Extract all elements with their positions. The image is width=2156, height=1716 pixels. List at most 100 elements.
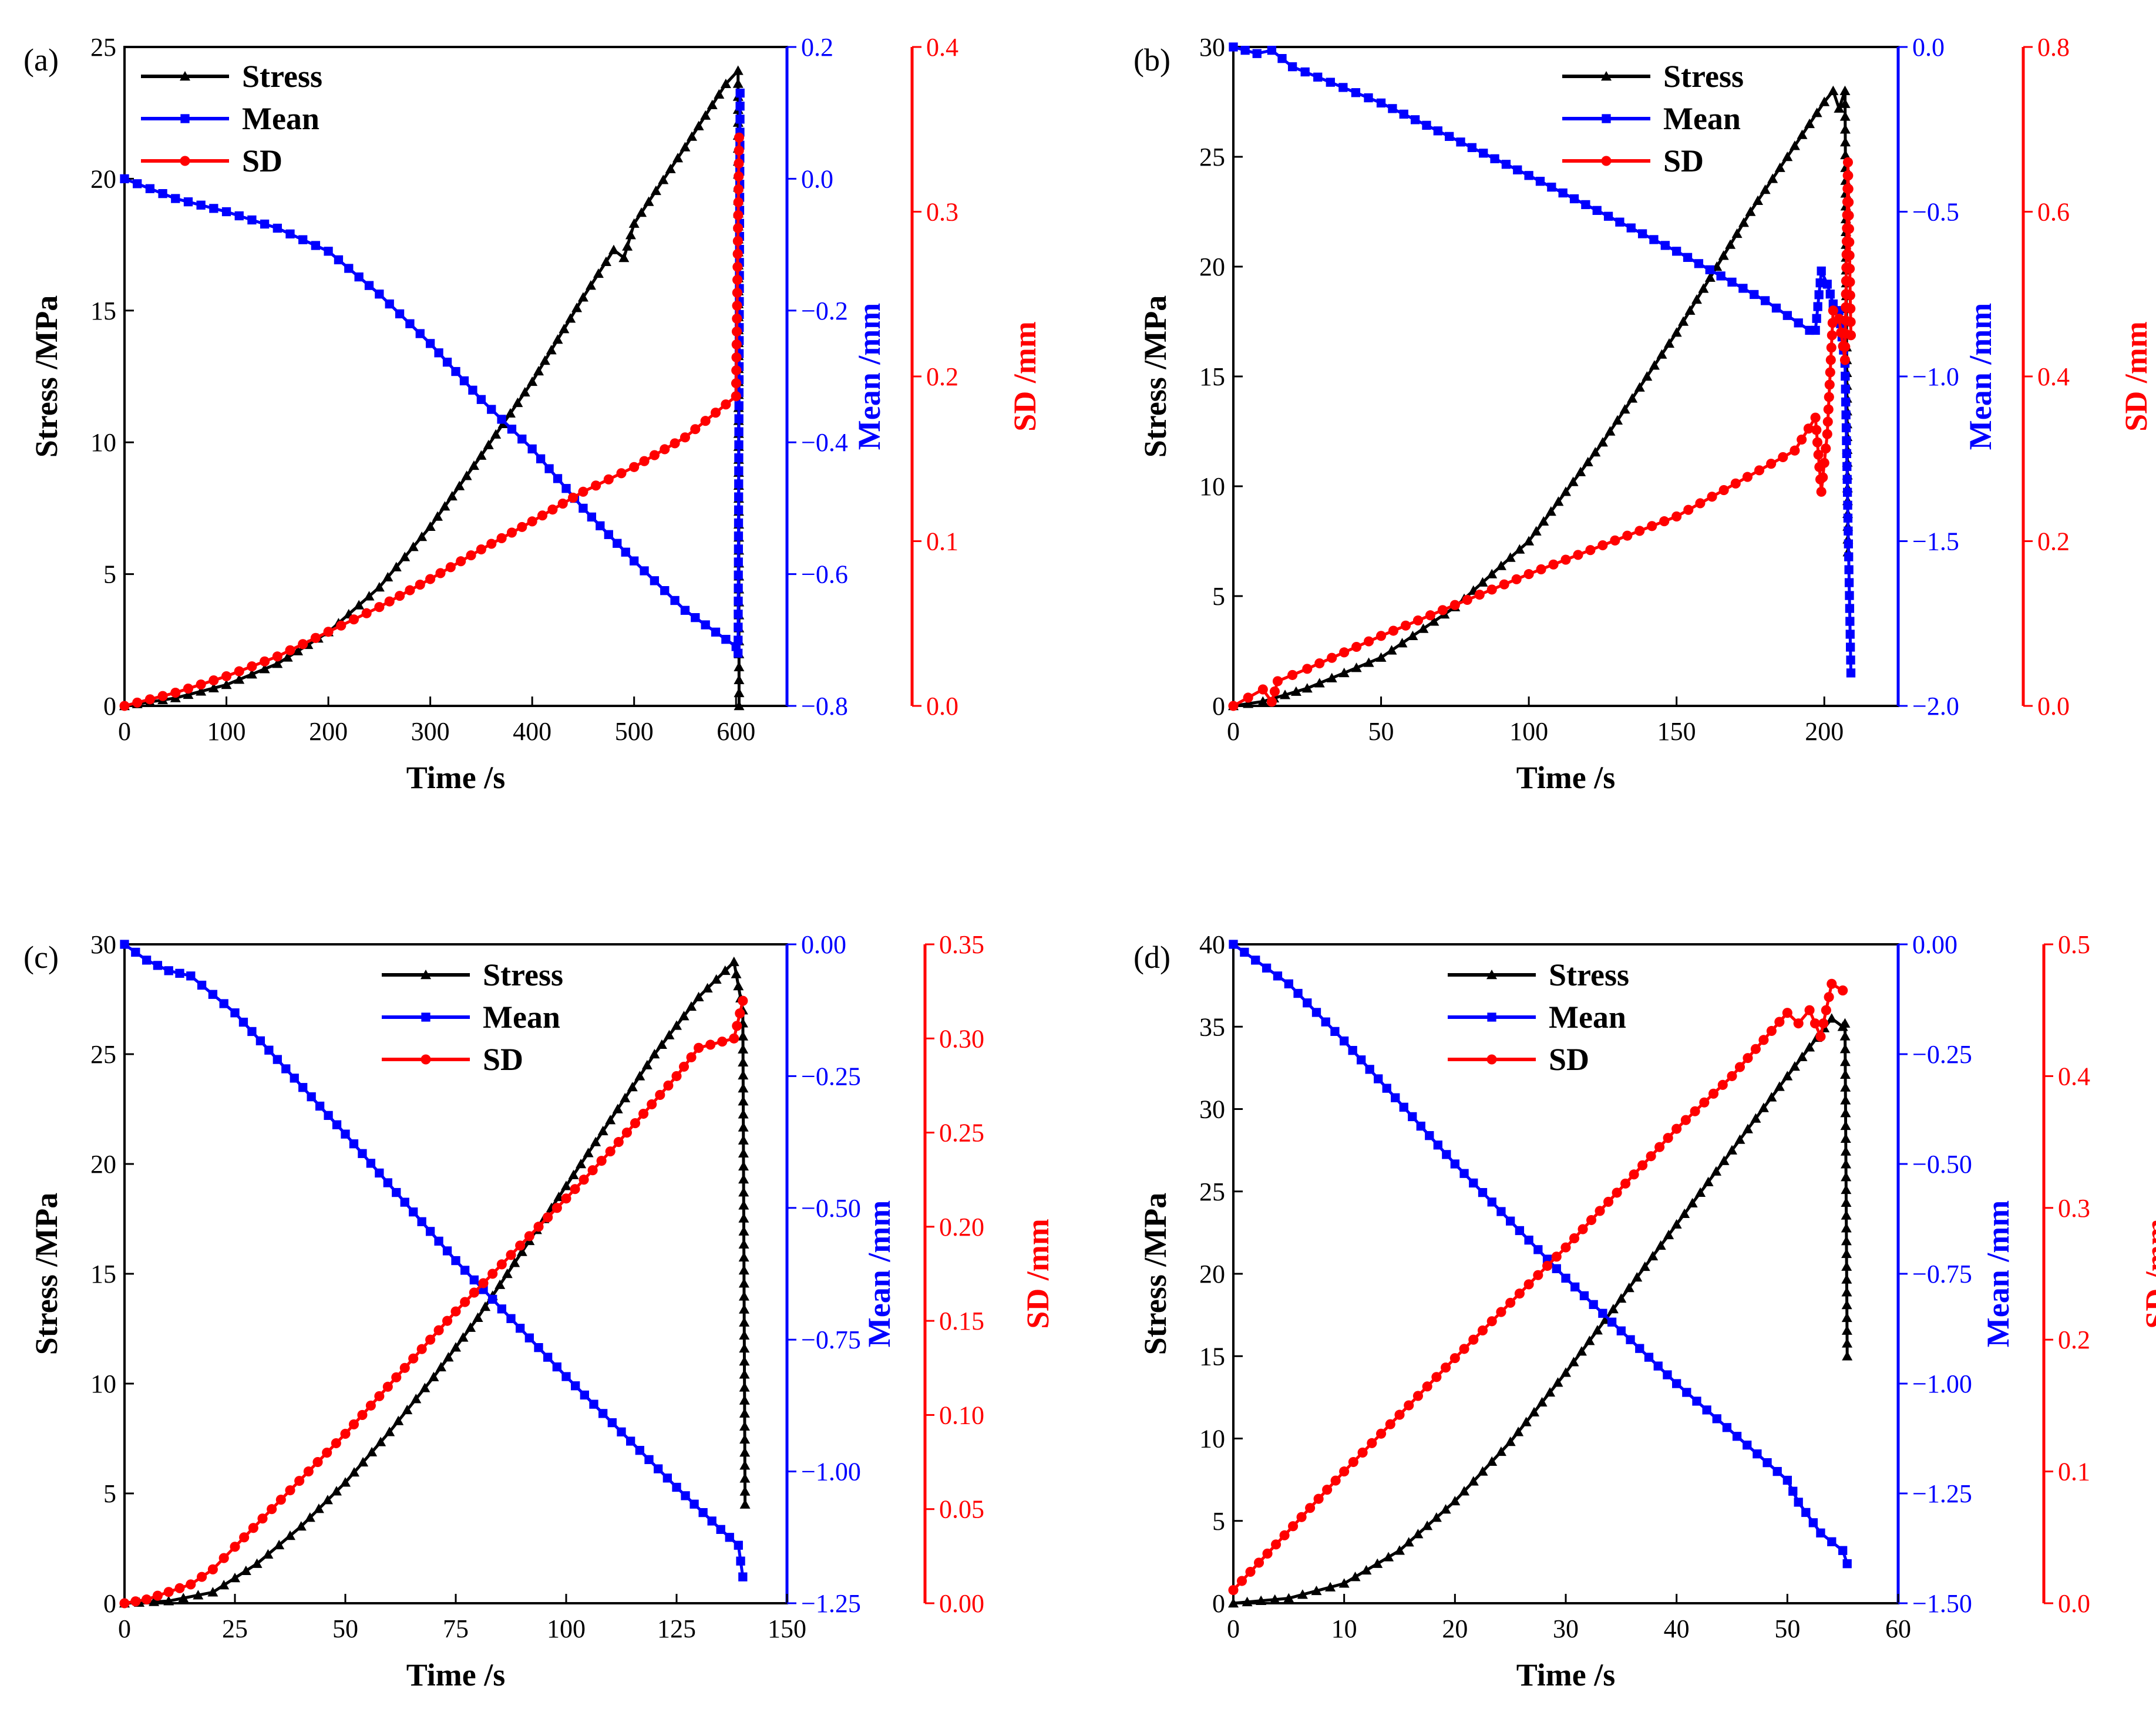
sd-point [331, 1438, 341, 1449]
mean-point [596, 521, 605, 530]
legend-sd-marker [421, 1054, 431, 1065]
sd-point [285, 1485, 295, 1496]
x-tick-label: 500 [615, 717, 654, 746]
stress-point [711, 974, 722, 984]
stress-point [739, 1317, 750, 1327]
x-axis-label: Time /s [406, 760, 506, 795]
sd-point [275, 1495, 286, 1505]
sd-point [1302, 664, 1313, 674]
stress-point [636, 207, 647, 217]
y3-axis-label: SD /mm [1020, 1219, 1055, 1329]
mean-point [552, 1362, 561, 1372]
sd-point [1754, 465, 1765, 476]
mean-point [234, 211, 244, 221]
stress-point [1718, 1155, 1730, 1165]
sd-point [119, 701, 130, 711]
mean-point [681, 1491, 690, 1500]
mean-point [1240, 45, 1250, 55]
stress-point [1842, 1351, 1853, 1361]
sd-point [705, 1039, 716, 1050]
sd-point [1825, 355, 1836, 365]
stress-point [402, 1404, 413, 1415]
y2-tick-label: −2.0 [1912, 692, 1959, 721]
sd-point [729, 1033, 739, 1044]
stress-point [1242, 1596, 1253, 1607]
sd-point [655, 1089, 665, 1101]
sd-point [732, 313, 742, 324]
stress-point [625, 230, 636, 240]
mean-point [1838, 1546, 1848, 1555]
sd-point [1622, 530, 1633, 541]
mean-point [734, 440, 744, 450]
stress-point [428, 1371, 439, 1381]
stress-point [458, 1332, 469, 1342]
stress-point [1612, 415, 1623, 425]
x-tick-label: 0 [118, 1614, 131, 1643]
sd-point [1790, 445, 1800, 456]
mean-point [238, 1017, 248, 1027]
mean-point [524, 1333, 534, 1342]
stress-point [739, 1460, 751, 1470]
sd-point [144, 694, 155, 705]
sd-point [1828, 305, 1838, 316]
sd-point [399, 1362, 410, 1373]
sd-point [1827, 330, 1837, 341]
mean-point [497, 1304, 506, 1314]
sd-point [433, 1325, 444, 1335]
stress-point [432, 511, 443, 521]
stress-point [208, 682, 219, 692]
sd-point [551, 1203, 562, 1213]
legend-sd-label: SD [483, 1042, 523, 1077]
sd-point [1388, 625, 1399, 636]
mean-point [1841, 371, 1850, 381]
y-tick-label: 20 [90, 164, 116, 193]
stress-point [1738, 217, 1750, 227]
sd-point [1305, 1503, 1316, 1513]
stress-point [671, 1020, 682, 1030]
mean-point [260, 219, 270, 229]
stress-point [739, 1330, 750, 1340]
y3-tick-label: 0.00 [939, 1589, 984, 1618]
mean-point [621, 547, 630, 557]
stress-point [739, 1408, 750, 1418]
stress-point [738, 1213, 749, 1223]
sd-point [733, 197, 744, 207]
sd-point [670, 438, 680, 449]
sd-point [257, 1513, 268, 1524]
stress-point [702, 983, 713, 992]
stress-point [1841, 1261, 1852, 1271]
mean-point [1524, 1236, 1533, 1245]
y2-tick-label: −0.6 [801, 560, 848, 589]
stress-point [738, 1265, 749, 1275]
mean-point [1374, 1074, 1383, 1084]
stress-point [738, 1174, 749, 1184]
y3-tick-label: 0.2 [926, 362, 958, 391]
mean-point [734, 596, 743, 606]
x-tick-label: 25 [222, 1614, 248, 1643]
sd-point [732, 248, 743, 259]
mean-point [273, 1055, 282, 1064]
stress-point [693, 120, 704, 130]
stress-point [1326, 672, 1337, 682]
sd-point [1271, 1539, 1282, 1550]
y-tick-label: 20 [1199, 253, 1225, 281]
sd-point [1718, 484, 1729, 496]
sd-point [1474, 590, 1485, 600]
legend-stress-marker [1601, 71, 1612, 81]
y2-tick-label: 0.00 [1912, 930, 1957, 959]
stress-point [163, 1596, 174, 1606]
sd-point [1425, 610, 1435, 621]
sd-point [442, 1315, 453, 1326]
sd-point [717, 1037, 728, 1047]
y-tick-label: 15 [1199, 1342, 1225, 1371]
sd-point [469, 1287, 479, 1298]
mean-point [1649, 235, 1659, 244]
mean-point [1391, 1093, 1400, 1102]
sd-point [1824, 992, 1834, 1002]
stress-point [1684, 305, 1696, 315]
stress-point [739, 1447, 751, 1457]
sd-point [119, 1598, 130, 1609]
sd-point [700, 416, 711, 426]
sd-point [1412, 615, 1423, 626]
mean-point [1817, 266, 1826, 276]
